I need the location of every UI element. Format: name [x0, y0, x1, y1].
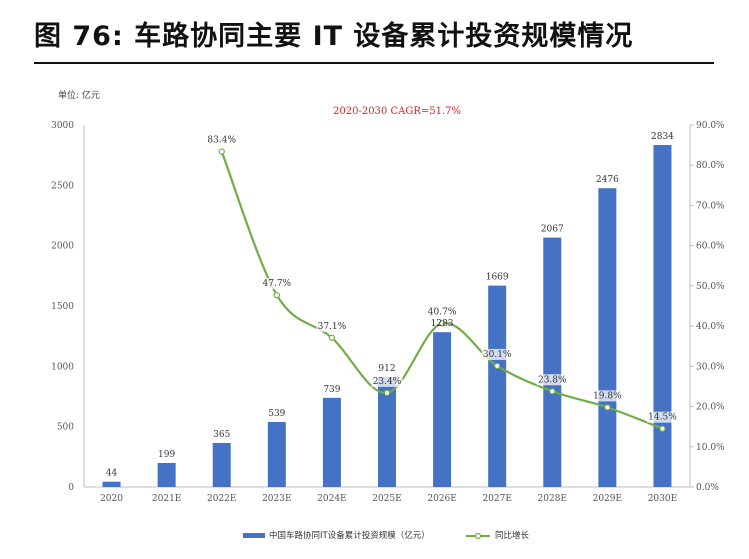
bar-series	[102, 145, 672, 487]
bar	[267, 421, 286, 487]
x-tick-label: 2024E	[317, 494, 346, 504]
x-tick-label: 2027E	[482, 494, 511, 504]
cagr-annotation: 2020-2030 CAGR=51.7%	[333, 106, 461, 117]
bar	[102, 481, 121, 487]
bar-value-label: 739	[323, 385, 340, 395]
bar	[212, 442, 231, 487]
x-tick-label: 2022E	[207, 494, 236, 504]
y-left-tick-label: 3000	[51, 121, 74, 131]
bar	[543, 237, 562, 487]
growth-marker	[493, 362, 501, 370]
growth-marker	[383, 389, 391, 397]
y-right-tick-label: 80.0%	[696, 161, 725, 171]
bar	[488, 285, 507, 487]
unit-label: 单位: 亿元	[58, 89, 100, 101]
growth-label-bg	[536, 374, 568, 386]
bar-value-label: 1669	[486, 273, 509, 283]
growth-value-label: 23.8%	[538, 375, 567, 385]
growth-label-bg	[206, 134, 238, 146]
bar	[433, 332, 452, 487]
title-divider	[34, 62, 714, 64]
y-left-tick-label: 0	[68, 483, 74, 493]
growth-label-bg	[426, 306, 458, 318]
growth-value-label: 19.8%	[593, 391, 622, 401]
y-left-tick-label: 500	[57, 423, 74, 433]
bar-value-label: 1283	[431, 319, 454, 329]
growth-label-bg	[371, 375, 403, 387]
bar-value-label: 912	[378, 364, 395, 374]
bar-value-label: 44	[106, 469, 118, 479]
growth-value-label: 30.1%	[483, 350, 512, 360]
growth-value-label: 47.7%	[263, 279, 292, 289]
bar	[378, 376, 396, 487]
growth-value-label: 83.4%	[207, 136, 236, 146]
y-right-tick-label: 60.0%	[696, 242, 725, 252]
y-left-tick-label: 2500	[51, 181, 74, 191]
growth-label-bg	[591, 390, 623, 402]
growth-label-bg	[261, 278, 293, 290]
y-left-tick-label: 1000	[51, 362, 74, 372]
growth-value-label: 37.1%	[318, 322, 347, 332]
bar-value-label: 199	[158, 450, 175, 460]
x-tick-label: 2025E	[372, 494, 401, 504]
y-right-tick-label: 10.0%	[696, 443, 725, 453]
growth-value-label: 40.7%	[428, 307, 457, 317]
bar	[157, 462, 176, 487]
axes: 0 500 1000 1500 2000 2500 3000 0.0% 10.0% 20.0% 30…	[51, 121, 725, 504]
growth-marker	[659, 425, 666, 432]
line-series	[218, 148, 666, 432]
y-left-tick-label: 2000	[51, 242, 74, 252]
bar	[598, 188, 617, 487]
x-tick-label: 2028E	[538, 494, 567, 504]
x-tick-label: 2030E	[648, 494, 677, 504]
growth-marker	[604, 404, 611, 411]
growth-marker	[328, 334, 336, 341]
bar	[653, 145, 672, 487]
y-right-tick-label: 50.0%	[696, 282, 725, 292]
legend-swatch-bars	[243, 533, 265, 538]
growth-marker	[549, 388, 556, 395]
data-labels: 44 199 365 539 739 912 1283 1669 2067 2476 2834 83.…	[106, 132, 678, 479]
figure-title: 图 76: 车路协同主要 IT 设备累计投资规模情况	[34, 21, 634, 52]
legend: 中国车路协同IT设备累计投资规模（亿元） 同比增长	[243, 530, 530, 541]
x-tick-label: 2021E	[152, 494, 181, 504]
legend-swatch-marker	[474, 532, 482, 540]
y-left-tick-label: 1500	[51, 302, 74, 312]
growth-label-bg	[646, 411, 678, 423]
y-right-tick-label: 20.0%	[696, 403, 725, 413]
y-right-tick-label: 70.0%	[696, 201, 725, 211]
bar	[322, 397, 341, 487]
growth-value-label: 14.5%	[648, 413, 677, 423]
legend-label-line: 同比增长	[495, 530, 530, 541]
y-right-tick-label: 40.0%	[696, 322, 725, 332]
bar-value-label: 2476	[596, 175, 619, 185]
y-right-tick-label: 90.0%	[696, 121, 725, 131]
bar-value-label: 365	[213, 430, 230, 440]
growth-marker	[273, 291, 281, 299]
bar-value-label: 2067	[541, 225, 564, 235]
x-tick-label: 2020	[100, 494, 123, 504]
y-right-tick-label: 30.0%	[696, 362, 725, 372]
x-tick-label: 2023E	[262, 494, 291, 504]
growth-value-label: 23.4%	[373, 377, 402, 387]
bar-value-label: 539	[268, 409, 285, 419]
growth-label-bg	[481, 348, 513, 360]
legend-label-bars: 中国车路协同IT设备累计投资规模（亿元）	[269, 530, 430, 541]
growth-marker	[438, 320, 446, 327]
growth-marker	[218, 148, 225, 155]
bar-value-label: 2834	[651, 132, 674, 142]
x-tick-label: 2029E	[593, 494, 622, 504]
x-tick-label: 2026E	[427, 494, 456, 504]
y-right-tick-label: 0.0%	[696, 483, 719, 493]
growth-label-bg	[316, 320, 348, 332]
